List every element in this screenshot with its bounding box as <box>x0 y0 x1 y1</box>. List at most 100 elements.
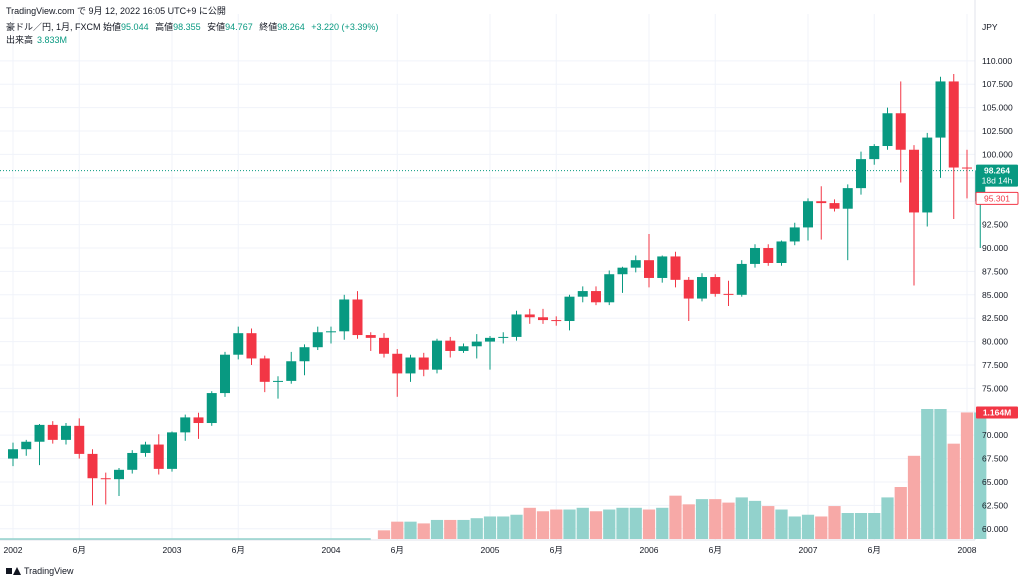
candle-body <box>511 314 522 337</box>
currency-label: JPY <box>982 22 998 32</box>
high-label: 高値 <box>155 22 174 32</box>
volume-bar <box>669 495 682 539</box>
candle-body <box>842 188 853 209</box>
time-tick-label: 6月 <box>709 545 722 555</box>
candle-body <box>922 137 933 213</box>
volume-bar <box>695 499 709 539</box>
candle-body <box>180 417 191 433</box>
volume-bar <box>735 497 748 539</box>
price-tick-label: 110.000 <box>982 56 1012 66</box>
price-tick-label: 82.500 <box>982 313 1008 323</box>
candle-body <box>74 425 85 454</box>
candle-body <box>405 357 416 374</box>
candle-body <box>948 81 959 168</box>
volume-bar <box>629 507 642 539</box>
candle-body <box>379 337 389 354</box>
ohlc-legend: 豪ドル／円, 1月, FXCM 始値95.044 高値98.355 安値94.7… <box>6 20 378 33</box>
volume-bar <box>656 507 669 539</box>
candle-body <box>498 336 509 338</box>
volume-badge <box>976 406 1018 419</box>
volume-bar <box>762 506 775 539</box>
candle-body <box>220 354 230 394</box>
candle-body <box>485 337 495 342</box>
volume-bar <box>934 409 947 539</box>
candle-body <box>458 346 469 351</box>
price-tick-label: 100.000 <box>982 149 1013 159</box>
candle-body <box>882 113 893 147</box>
volume-bar <box>510 514 523 539</box>
candle-body <box>193 417 204 424</box>
last-price-badge-text: 98.264 <box>984 166 1010 176</box>
volume-bar <box>563 509 576 539</box>
candle-body <box>339 299 350 332</box>
time-tick-label: 6月 <box>73 545 86 555</box>
volume-bar <box>536 511 550 539</box>
volume-label[interactable]: 出来高 <box>6 35 34 45</box>
price-tick-label: 75.000 <box>982 383 1008 393</box>
volume-bar <box>497 516 510 539</box>
candle-body <box>895 113 906 150</box>
prev-close-badge <box>975 191 1019 205</box>
candle-body <box>206 393 217 424</box>
close-value: 98.264 <box>277 22 305 32</box>
candle-body <box>723 293 734 295</box>
candle-body <box>604 274 615 303</box>
candle-body <box>471 341 482 347</box>
time-tick-label: 2005 <box>481 545 500 555</box>
candle-body <box>167 432 177 469</box>
time-tick-label: 2007 <box>799 545 818 555</box>
candle-body <box>617 267 628 275</box>
candle-body <box>683 279 694 299</box>
volume-bar <box>775 509 788 539</box>
time-tick-label: 2006 <box>640 545 659 555</box>
candle-body <box>153 444 164 469</box>
symbol-label[interactable]: 豪ドル／円, 1月, FXCM <box>6 22 101 32</box>
candle-body <box>259 358 270 382</box>
candle-body <box>61 425 71 440</box>
candle-body <box>710 277 721 294</box>
volume-bar <box>523 507 536 539</box>
candle-body <box>100 478 111 480</box>
low-value: 94.767 <box>225 22 253 32</box>
candle-body <box>47 424 58 440</box>
time-tick-label: 6月 <box>550 545 563 555</box>
volume-bar <box>788 516 801 539</box>
candle-body <box>789 227 800 242</box>
volume-bar <box>457 519 470 539</box>
volume-bar <box>444 519 457 539</box>
candle-body <box>299 347 310 362</box>
price-tick-label: 62.500 <box>982 500 1008 510</box>
candle-body <box>630 260 641 268</box>
candle-body <box>935 81 946 138</box>
price-tick-label: 105.000 <box>982 103 1013 113</box>
time-tick-label: 2003 <box>163 545 182 555</box>
candle-body <box>114 469 124 480</box>
time-tick-label: 2004 <box>322 545 341 555</box>
candle-body <box>856 159 866 189</box>
volume-bar <box>828 506 841 539</box>
candle-body <box>21 441 32 450</box>
candle-body <box>564 296 575 322</box>
volume-bar <box>921 409 934 539</box>
volume-bar <box>576 507 589 539</box>
candle-body <box>286 361 297 381</box>
price-tick-label: 60.000 <box>982 524 1008 534</box>
candle-body <box>763 248 774 263</box>
candle-body <box>418 357 429 370</box>
price-tick-label: 80.000 <box>982 337 1008 347</box>
close-label: 終値 <box>259 22 278 32</box>
volume-bar <box>550 509 563 539</box>
candle-body <box>524 314 535 318</box>
candle-body <box>909 149 919 213</box>
candle-body <box>551 320 562 322</box>
volume-bar <box>391 521 404 539</box>
candle-body <box>538 317 548 321</box>
candle-body <box>750 248 760 264</box>
candle-body <box>697 277 707 299</box>
candle-body <box>273 380 283 382</box>
open-label: 始値 <box>103 22 122 32</box>
price-tick-label: 77.500 <box>982 360 1008 370</box>
candle-body <box>127 452 138 470</box>
